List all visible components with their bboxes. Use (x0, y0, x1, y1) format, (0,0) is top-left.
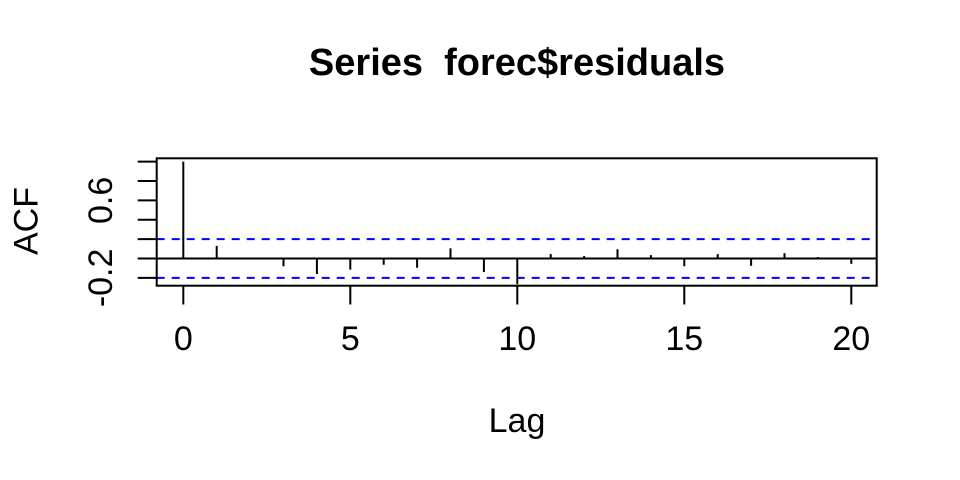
x-tick-label: 20 (832, 320, 870, 358)
x-tick-label: 5 (341, 320, 360, 358)
x-tick-label: 15 (665, 320, 703, 358)
x-axis-title: Lag (488, 402, 546, 440)
y-tick-label: 0.6 (82, 177, 120, 224)
x-tick-label: 0 (174, 320, 193, 358)
x-tick-label: 10 (498, 320, 536, 358)
y-tick-label: -0.2 (82, 249, 120, 308)
chart-title: Series forec$residuals (308, 42, 726, 84)
